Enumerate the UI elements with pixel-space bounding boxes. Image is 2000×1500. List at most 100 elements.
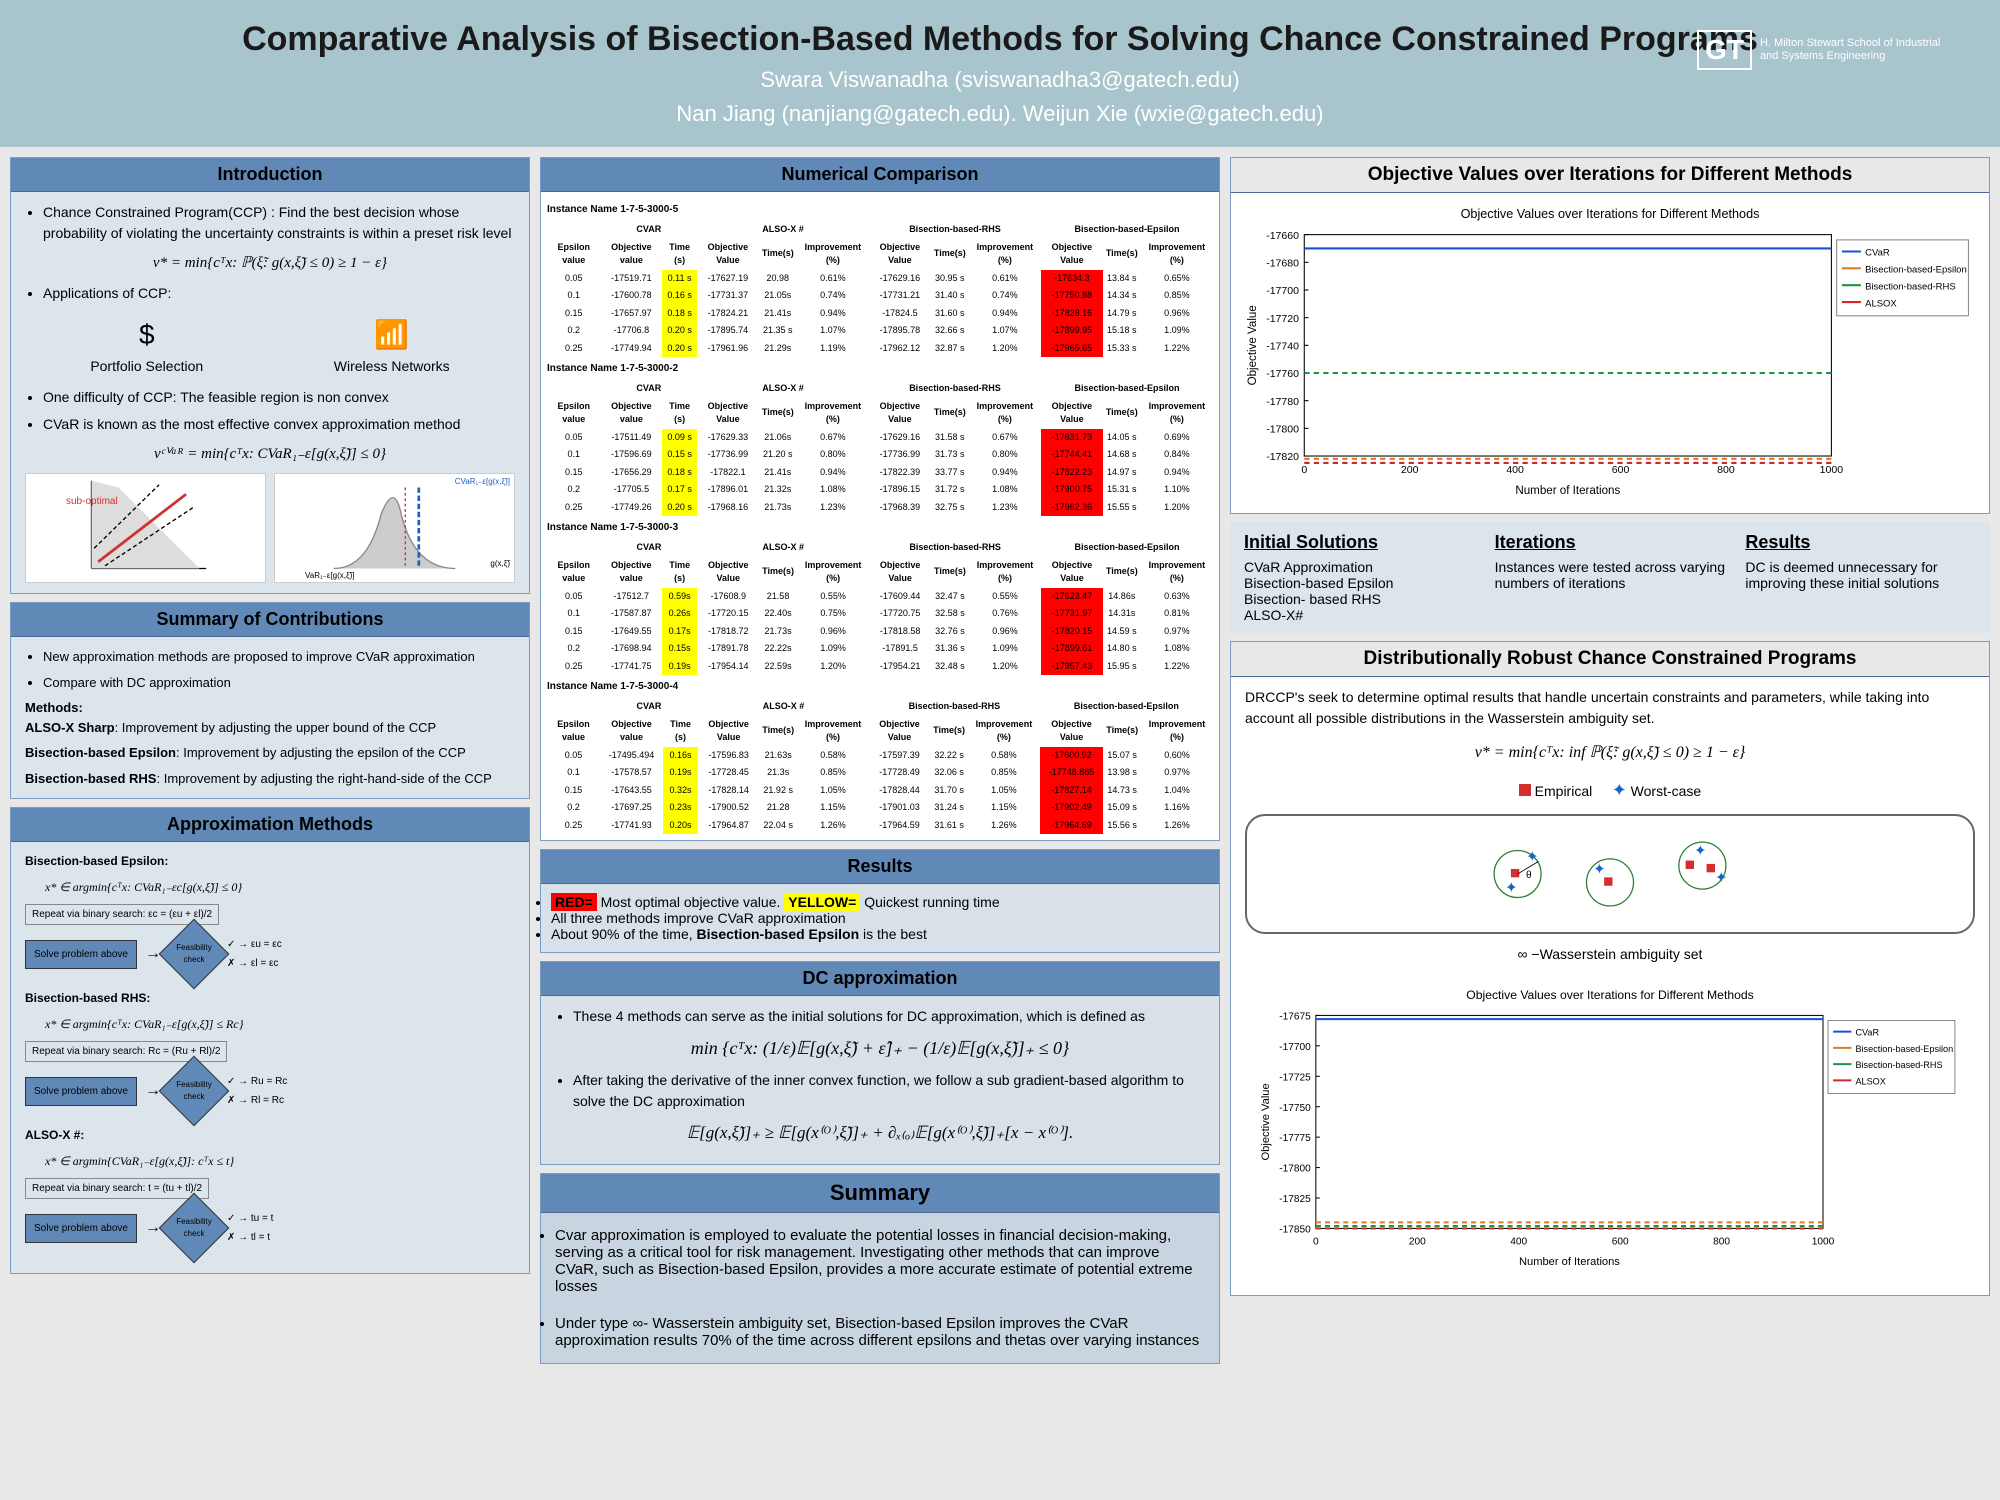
- table-cell: 0.69%: [1141, 429, 1213, 447]
- table-cell: -17749.94: [601, 340, 663, 358]
- intro-header: Introduction: [11, 158, 529, 192]
- iterations-body: Instances were tested across varying num…: [1495, 559, 1726, 591]
- table-cell: -17736.99: [697, 446, 759, 464]
- table-cell: -17901.03: [869, 799, 930, 817]
- table-cell: 0.1: [547, 605, 601, 623]
- table-cell: 0.96%: [969, 623, 1041, 641]
- ytick: -17820: [1266, 451, 1299, 463]
- table-cell: -17968.39: [869, 499, 931, 517]
- table-cell: -17954.14: [697, 658, 759, 676]
- svg-text:✦: ✦: [1715, 870, 1728, 887]
- table-cell: -17818.58: [869, 623, 931, 641]
- table-cell: 0.05: [547, 429, 601, 447]
- table-cell: 14.68 s: [1103, 446, 1141, 464]
- table-cell: -17828.16: [1041, 305, 1103, 323]
- table-cell: -17744.41: [1041, 446, 1103, 464]
- table-cell: 0.20 s: [662, 499, 697, 517]
- xtick: 1000: [1820, 464, 1844, 476]
- table-cell: 1.09%: [797, 640, 869, 658]
- results-b3: About 90% of the time, Bisection-based E…: [551, 926, 1209, 942]
- table-cell: 15.95 s: [1103, 658, 1141, 676]
- svg-text:✦: ✦: [1593, 861, 1606, 878]
- table-cell: 14.05 s: [1103, 429, 1141, 447]
- feasibility-diamond: Feasibility check: [159, 919, 230, 990]
- summary-section: Summary Cvar approximation is employed t…: [540, 1173, 1220, 1364]
- table-cell: -17750.88: [1041, 287, 1103, 305]
- table-cell: -17649.55: [601, 623, 663, 641]
- table-cell: 0.15: [547, 305, 601, 323]
- table-cell: 0.65%: [1141, 270, 1213, 288]
- approximation-section: Approximation Methods Bisection-based Ep…: [10, 807, 530, 1274]
- intro-formula-1: v* = min{cᵀx: ℙ(ξ̃: g(x,ξ̃) ≤ 0) ≥ 1 − ε…: [25, 252, 515, 275]
- table-cell: 21.3s: [759, 764, 797, 782]
- legend-item: ALSOX: [1855, 1077, 1885, 1087]
- table-cell: -17899.95: [1041, 322, 1103, 340]
- results-header: Results: [541, 850, 1219, 884]
- table-cell: 1.15%: [968, 799, 1040, 817]
- table-cell: 22.04 s: [759, 817, 797, 835]
- table-cell: 32.48 s: [931, 658, 969, 676]
- table-cell: -17623.47: [1041, 588, 1103, 606]
- red-tag: RED=: [551, 893, 597, 911]
- table-cell: -17600.92: [1040, 747, 1103, 765]
- table-cell: 1.09%: [969, 640, 1041, 658]
- drccp-section: Distributionally Robust Chance Constrain…: [1230, 641, 1990, 1296]
- table-cell: -17741.93: [600, 817, 663, 835]
- ytick: -17825: [1279, 1194, 1311, 1205]
- contrib-b1: New approximation methods are proposed t…: [43, 647, 515, 667]
- table-cell: 0.15: [547, 464, 601, 482]
- ytick: -17720: [1266, 313, 1299, 325]
- initial-solutions-title: Initial Solutions: [1244, 532, 1475, 553]
- table-cell: -17600.78: [601, 287, 663, 305]
- table-cell: 0.61%: [969, 270, 1041, 288]
- table-cell: -17964.59: [869, 817, 930, 835]
- table-cell: 32.22 s: [930, 747, 968, 765]
- table-cell: -17629.16: [869, 270, 931, 288]
- xtick: 400: [1510, 1237, 1527, 1248]
- table-cell: 1.16%: [1141, 799, 1213, 817]
- worstcase-icon: ✦: [1612, 780, 1627, 800]
- table-cell: 21.73s: [759, 499, 797, 517]
- table-cell: 0.15 s: [662, 446, 697, 464]
- iterations-title: Iterations: [1495, 532, 1726, 553]
- table-cell: 21.63s: [759, 747, 797, 765]
- table-cell: 21.58: [759, 588, 797, 606]
- table-cell: -17822.23: [1041, 464, 1103, 482]
- approx-method: Bisection-based RHS: x* ∈ argmin{cᵀx: CV…: [25, 989, 515, 1116]
- table-cell: -17818.72: [697, 623, 759, 641]
- objective-values-section: Objective Values over Iterations for Dif…: [1230, 157, 1990, 514]
- legend-item: ALSOX: [1865, 298, 1897, 309]
- table-cell: -17824.5: [869, 305, 931, 323]
- table-cell: 15.55 s: [1103, 499, 1141, 517]
- table-cell: -17896.01: [697, 481, 759, 499]
- results-section: Results RED= Most optimal objective valu…: [540, 849, 1220, 953]
- chart-title: Objective Values over Iterations for Dif…: [1466, 988, 1753, 1002]
- table-cell: 0.74%: [969, 287, 1041, 305]
- table-cell: 21.28: [759, 799, 797, 817]
- table-cell: 14.80 s: [1103, 640, 1141, 658]
- table-cell: 1.05%: [968, 782, 1040, 800]
- table-cell: 1.15%: [797, 799, 869, 817]
- table-cell: 0.60%: [1141, 747, 1213, 765]
- table-cell: 0.20s: [663, 817, 698, 835]
- table-cell: 0.17 s: [662, 481, 697, 499]
- summary-header: Summary: [541, 1174, 1219, 1213]
- method-3-desc: : Improvement by adjusting the right-han…: [156, 771, 491, 786]
- intro-bullet-3: One difficulty of CCP: The feasible regi…: [43, 387, 515, 408]
- table-cell: 31.40 s: [931, 287, 969, 305]
- table-cell: -17731.97: [1041, 605, 1103, 623]
- author-line-1: Swara Viswanadha (sviswanadha3@gatech.ed…: [40, 67, 1960, 93]
- svg-text:✦: ✦: [1505, 880, 1518, 897]
- table-cell: -17519.71: [601, 270, 663, 288]
- comparison-table: CVARALSO-X #Bisection-based-RHSBisection…: [547, 221, 1213, 357]
- table-cell: -17968.16: [697, 499, 759, 517]
- table-cell: -17961.96: [697, 340, 759, 358]
- ytick: -17780: [1266, 396, 1299, 408]
- table-cell: 0.25: [547, 340, 601, 358]
- table-cell: -17827.14: [1040, 782, 1103, 800]
- table-cell: 0.2: [547, 640, 601, 658]
- table-cell: 15.18 s: [1103, 322, 1141, 340]
- table-cell: -17656.29: [601, 464, 663, 482]
- table-cell: 0.15: [547, 782, 600, 800]
- ytick: -17700: [1279, 1042, 1311, 1053]
